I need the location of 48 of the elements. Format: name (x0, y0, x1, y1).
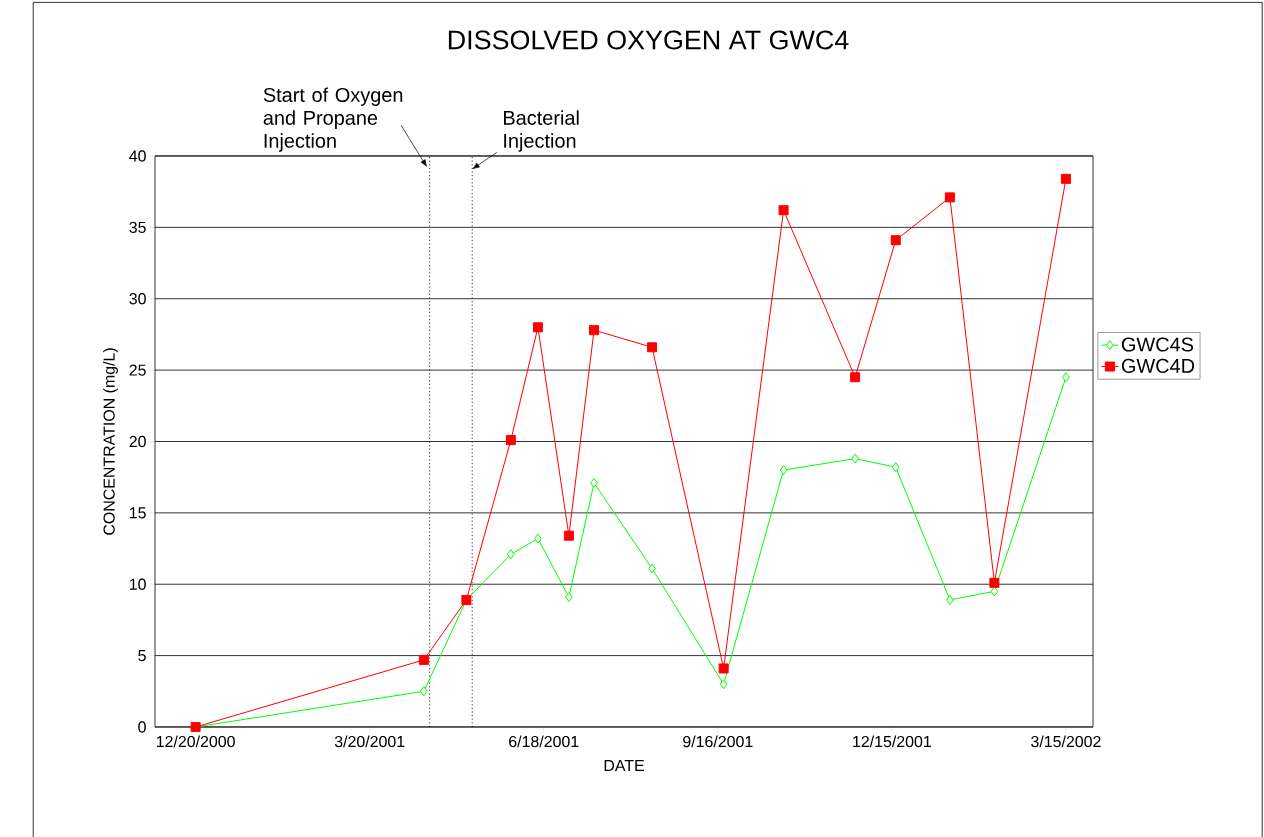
y-tick-label: 20 (129, 435, 146, 448)
y-tick-label: 35 (129, 221, 146, 233)
point (1060, 173, 1071, 184)
x-tick-label: 9/16/2001 (683, 735, 753, 748)
point (946, 594, 954, 605)
point (719, 679, 728, 690)
point (890, 235, 901, 246)
y-tick-label: 10 (129, 578, 146, 590)
y-tick-label: 30 (129, 293, 146, 305)
point (944, 192, 955, 203)
y-tick-label: 25 (129, 364, 146, 376)
point (563, 530, 574, 541)
y-axis-title: CONCENTRATION (mg/L) (103, 348, 118, 535)
point (534, 533, 542, 544)
point (850, 372, 861, 383)
point (718, 663, 729, 674)
y-tick-label: 15 (129, 507, 146, 519)
ref-line-label: Start of Oxygen and Propane Injection (263, 87, 403, 152)
point (565, 592, 573, 603)
point (851, 453, 859, 464)
point (505, 435, 516, 446)
point (419, 686, 428, 697)
point (506, 549, 515, 560)
y-tick-label: 5 (138, 650, 146, 662)
x-tick-label: 3/20/2001 (334, 735, 405, 748)
x-axis-title: DATE (604, 760, 644, 772)
point (532, 322, 543, 333)
point (1062, 372, 1070, 383)
x-tick-label: 3/15/2002 (1031, 735, 1101, 748)
y-tick-label: 40 (129, 150, 146, 162)
legend-label: GWC4S (1121, 337, 1194, 352)
y-tick-label: 0 (138, 721, 146, 733)
x-tick-label: 12/15/2001 (853, 735, 931, 748)
point (589, 325, 600, 336)
ref-line-label: Bacterial Injection (504, 110, 579, 152)
legend-label: GWC4D (1121, 358, 1195, 373)
point (647, 342, 658, 353)
point (989, 577, 1000, 588)
x-tick-label: 12/20/2000 (156, 735, 235, 748)
point (648, 563, 656, 574)
point (891, 462, 900, 473)
x-tick-label: 6/18/2001 (509, 735, 579, 748)
point (990, 586, 999, 597)
point (778, 205, 789, 216)
point (418, 654, 429, 665)
chart-title: DISSOLVED OXYGEN AT GWC4 (448, 30, 849, 50)
point (779, 465, 788, 476)
point (590, 477, 598, 488)
